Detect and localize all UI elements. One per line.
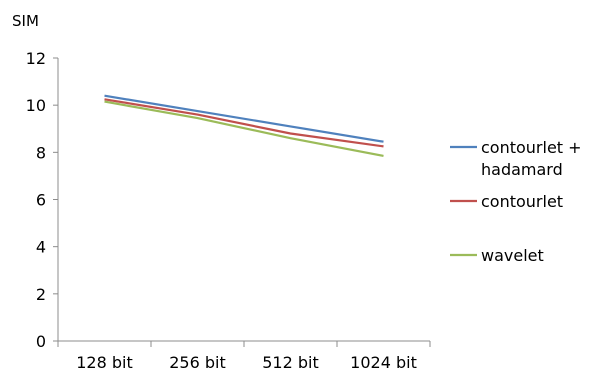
- y-tick-label: 6: [36, 191, 46, 210]
- legend-label: contourlet: [481, 192, 563, 211]
- y-tick-label: 4: [36, 238, 46, 257]
- legend: contourlet + hadamard contourlet wavelet: [450, 138, 582, 265]
- legend-label: hadamard: [481, 160, 563, 179]
- x-tick-label: 256 bit: [169, 353, 226, 372]
- x-tick-label: 512 bit: [262, 353, 319, 372]
- y-tick-label: 10: [26, 96, 46, 115]
- series-line-contourlet: [104, 98, 384, 148]
- y-tick-label: 0: [36, 332, 46, 351]
- y-axis-label: SIM: [12, 12, 39, 30]
- x-tick-labels: 128 bit 256 bit 512 bit 1024 bit: [76, 353, 417, 372]
- y-tick-labels: 0 2 4 6 8 10 12: [26, 49, 46, 351]
- x-tick-label: 128 bit: [76, 353, 133, 372]
- x-tick-label: 1024 bit: [350, 353, 417, 372]
- legend-label: contourlet +: [481, 138, 582, 157]
- series-line-contourlet-hadamard: [104, 94, 384, 143]
- y-tick-label: 8: [36, 143, 46, 162]
- y-tick-label: 12: [26, 49, 46, 68]
- legend-label: wavelet: [481, 246, 544, 265]
- series-lines: [104, 94, 384, 157]
- series-line-wavelet: [104, 100, 384, 157]
- axes: [53, 57, 431, 347]
- y-tick-label: 2: [36, 285, 46, 304]
